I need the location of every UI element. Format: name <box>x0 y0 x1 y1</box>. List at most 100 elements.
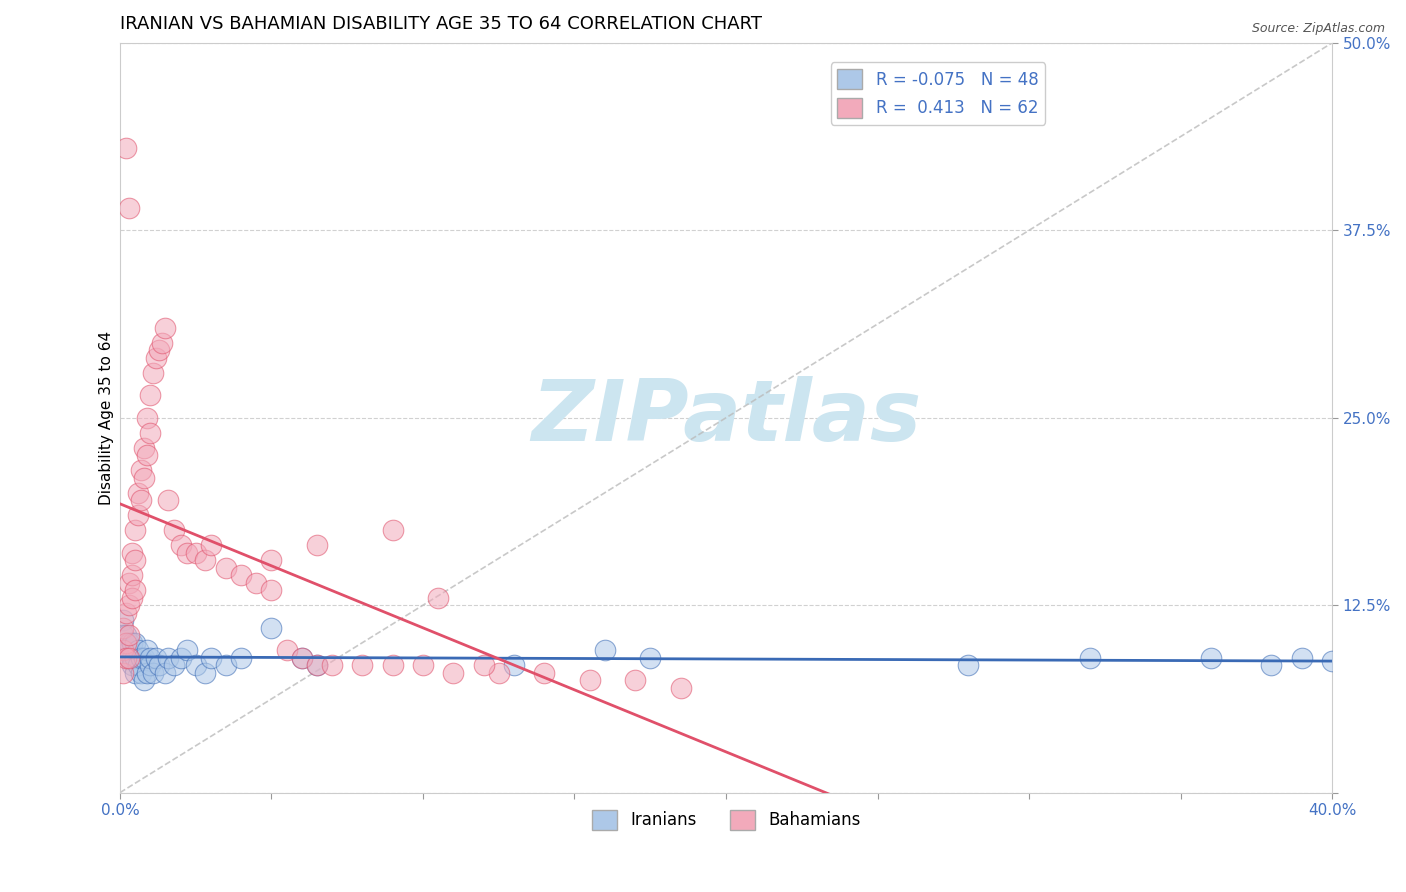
Point <box>142 665 165 680</box>
Point <box>957 658 980 673</box>
Point <box>260 583 283 598</box>
Point <box>134 650 156 665</box>
Point <box>1078 650 1101 665</box>
Point <box>169 650 191 665</box>
Point <box>127 485 149 500</box>
Point <box>136 448 159 462</box>
Text: IRANIAN VS BAHAMIAN DISABILITY AGE 35 TO 64 CORRELATION CHART: IRANIAN VS BAHAMIAN DISABILITY AGE 35 TO… <box>120 15 762 33</box>
Point <box>118 650 141 665</box>
Point <box>129 463 152 477</box>
Point <box>1199 650 1222 665</box>
Point <box>200 650 222 665</box>
Point <box>136 643 159 657</box>
Point <box>176 643 198 657</box>
Point <box>184 546 207 560</box>
Point <box>134 471 156 485</box>
Point <box>127 508 149 523</box>
Y-axis label: Disability Age 35 to 64: Disability Age 35 to 64 <box>100 331 114 505</box>
Point <box>115 628 138 642</box>
Point <box>215 658 238 673</box>
Point <box>624 673 647 688</box>
Point <box>305 658 328 673</box>
Point <box>260 553 283 567</box>
Point <box>121 568 143 582</box>
Point <box>245 575 267 590</box>
Point <box>139 425 162 440</box>
Point <box>124 523 146 537</box>
Point <box>139 388 162 402</box>
Point <box>139 658 162 673</box>
Point <box>488 665 510 680</box>
Point <box>124 650 146 665</box>
Point <box>121 546 143 560</box>
Point <box>176 546 198 560</box>
Point <box>163 658 186 673</box>
Point <box>1291 650 1313 665</box>
Point <box>163 523 186 537</box>
Point <box>260 621 283 635</box>
Point <box>124 583 146 598</box>
Point <box>118 636 141 650</box>
Point <box>291 650 314 665</box>
Point <box>139 650 162 665</box>
Point <box>142 366 165 380</box>
Point <box>124 553 146 567</box>
Point <box>111 628 134 642</box>
Point <box>441 665 464 680</box>
Point <box>115 636 138 650</box>
Point <box>352 658 374 673</box>
Point <box>150 335 173 350</box>
Point <box>111 643 134 657</box>
Point <box>118 598 141 612</box>
Point <box>669 681 692 695</box>
Point <box>381 658 404 673</box>
Point <box>200 538 222 552</box>
Point <box>145 351 167 365</box>
Point <box>115 643 138 657</box>
Point <box>145 650 167 665</box>
Point <box>118 201 141 215</box>
Point <box>321 658 343 673</box>
Point <box>121 658 143 673</box>
Point <box>115 606 138 620</box>
Point <box>638 650 661 665</box>
Point <box>148 658 170 673</box>
Point <box>134 673 156 688</box>
Point <box>533 665 555 680</box>
Point <box>155 320 177 334</box>
Point <box>121 591 143 605</box>
Point <box>194 553 217 567</box>
Point <box>155 665 177 680</box>
Point <box>118 643 141 657</box>
Point <box>115 650 138 665</box>
Point <box>111 665 134 680</box>
Text: ZIPatlas: ZIPatlas <box>531 376 921 459</box>
Point <box>111 621 134 635</box>
Point <box>118 628 141 642</box>
Point <box>115 141 138 155</box>
Point <box>593 643 616 657</box>
Point <box>127 643 149 657</box>
Point <box>118 650 141 665</box>
Point <box>148 343 170 358</box>
Point <box>111 613 134 627</box>
Point <box>1320 654 1343 668</box>
Point <box>502 658 524 673</box>
Point <box>578 673 600 688</box>
Point <box>412 658 434 673</box>
Point <box>381 523 404 537</box>
Point <box>129 650 152 665</box>
Point <box>184 658 207 673</box>
Point <box>169 538 191 552</box>
Point <box>124 636 146 650</box>
Point <box>305 658 328 673</box>
Point <box>215 560 238 574</box>
Point <box>118 575 141 590</box>
Point <box>231 568 253 582</box>
Point <box>134 441 156 455</box>
Point <box>291 650 314 665</box>
Point <box>427 591 450 605</box>
Point <box>136 665 159 680</box>
Point <box>121 636 143 650</box>
Text: Source: ZipAtlas.com: Source: ZipAtlas.com <box>1251 22 1385 36</box>
